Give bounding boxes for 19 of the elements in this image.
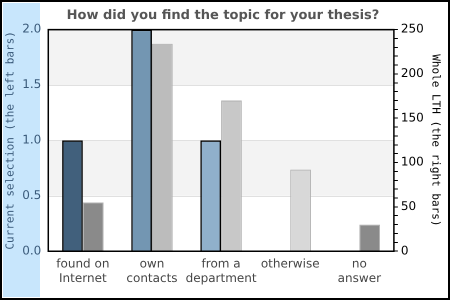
chart-title: How did you find the topic for your thesis? [66,8,380,24]
y2-tick-label: 200 [400,66,424,80]
x-tick-label: found on Internet [56,256,110,285]
y-tick-label: 1.0 [22,132,42,147]
x-tick-label: otherwise [260,256,320,271]
x-tick-label: own contacts [126,256,178,285]
y2-tick-label: 50 [400,199,416,214]
y2-tick-label: 250 [400,22,424,36]
y2-tick-label: 0 [400,243,409,258]
y-tick-label: 0.0 [22,243,42,258]
x-tick-label: from a department [186,256,257,285]
y-tick-label: 1.5 [22,77,42,92]
y2-tick-label: 100 [400,154,424,169]
y2-axis-title: Whole LTH (the right bars) [430,54,443,226]
y-tick-label: 2.0 [22,22,42,36]
y-axis-title: Current selection (the left bars) [3,31,16,250]
x-tick-label: no answer [338,256,382,285]
y-tick-label: 0.5 [22,188,42,202]
y2-tick-label: 150 [400,110,424,124]
